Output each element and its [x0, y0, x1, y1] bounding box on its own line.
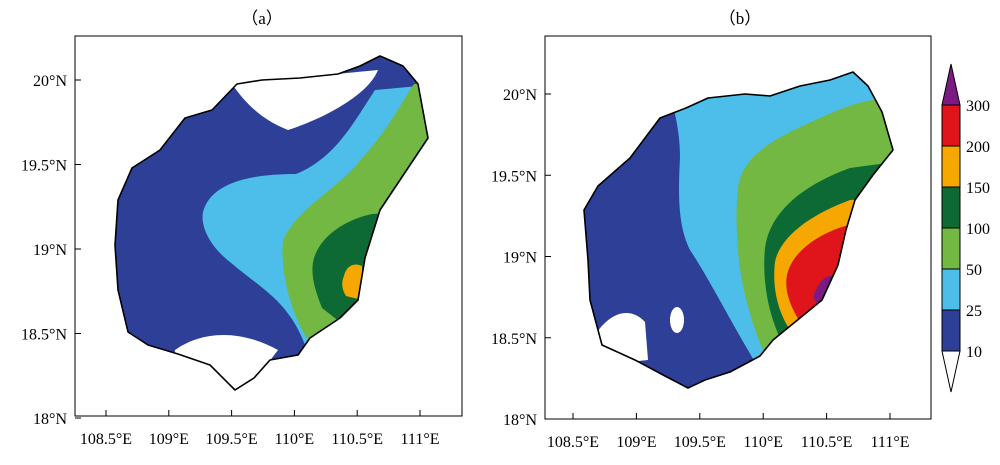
x-tick-label: 109°E: [616, 434, 656, 451]
colorbar-label: 10: [966, 344, 982, 361]
x-tick-label: 110°E: [275, 431, 315, 448]
x-tick-label: 109°E: [149, 431, 189, 448]
colorbar-label: 100: [966, 221, 990, 238]
y-tick-label: 18.5°N: [491, 331, 537, 348]
colorbar-swatch: [941, 145, 961, 188]
y-axis-b: 20°N 19.5°N 19°N 18.5°N 18°N: [491, 87, 551, 429]
colorbar-label: 150: [966, 180, 990, 197]
panel-b: 108.5°E 109°E 109.5°E 110°E 110.5°E 111°E 20°…: [491, 9, 932, 451]
y-axis-a: 20°N 19.5°N 19°N 18.5°N 18°N: [21, 73, 81, 428]
colorbar-label: 300: [966, 98, 990, 115]
y-tick-label: 18.5°N: [21, 327, 67, 344]
colorbar-label: 200: [966, 139, 990, 156]
colorbar-swatch: [941, 268, 961, 311]
x-tick-label: 110.5°E: [331, 431, 383, 448]
panel-title-b: （b）: [719, 9, 762, 28]
y-tick-label: 19°N: [33, 242, 67, 259]
colorbar-swatch: [941, 227, 961, 270]
y-tick-label: 18°N: [33, 411, 67, 428]
x-axis-a: 108.5°E 109°E 109.5°E 110°E 110.5°E 111°E: [80, 410, 440, 448]
no-rain-north-a: [232, 70, 378, 130]
y-tick-label: 20°N: [33, 73, 67, 90]
coastline-b: [583, 71, 894, 389]
panel-a: 108.5°E 109°E 109.5°E 110°E 110.5°E 111°E 20°…: [21, 9, 463, 448]
colorbar: 10 25 50 100 150 200 300: [941, 63, 990, 393]
colorbar-swatch: [941, 63, 961, 106]
y-tick-label: 19°N: [503, 250, 537, 267]
y-tick-label: 18°N: [503, 412, 537, 429]
x-tick-label: 109.5°E: [206, 431, 258, 448]
x-tick-label: 110.5°E: [801, 434, 853, 451]
colorbar-swatch: [941, 309, 961, 352]
x-tick-label: 109.5°E: [674, 434, 726, 451]
colorbar-label: 50: [966, 262, 982, 279]
no-rain-spot-b: [670, 307, 684, 333]
y-tick-label: 19.5°N: [21, 158, 67, 175]
y-tick-label: 19.5°N: [491, 168, 537, 185]
colorbar-swatch: [941, 350, 961, 393]
colorbar-swatch: [941, 104, 961, 147]
x-tick-label: 108.5°E: [547, 434, 599, 451]
x-tick-label: 110°E: [743, 434, 783, 451]
level-150-200-a: [342, 264, 362, 300]
x-axis-b: 108.5°E 109°E 109.5°E 110°E 110.5°E 111°E: [547, 413, 910, 451]
panel-title-a: （a）: [241, 9, 283, 28]
colorbar-label: 25: [966, 303, 982, 320]
coastline-a: [114, 55, 429, 391]
colorbar-swatch: [941, 186, 961, 229]
x-tick-label: 108.5°E: [80, 431, 132, 448]
x-tick-label: 111°E: [871, 434, 910, 451]
y-tick-label: 20°N: [503, 87, 537, 104]
x-tick-label: 111°E: [401, 431, 440, 448]
